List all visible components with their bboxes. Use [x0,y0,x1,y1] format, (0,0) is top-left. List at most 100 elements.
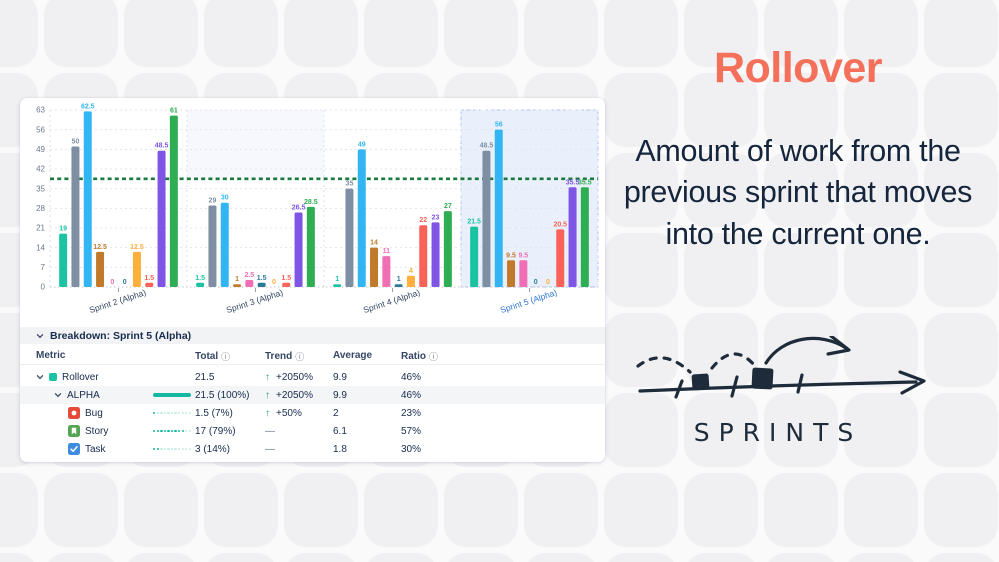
bar[interactable] [443,211,452,287]
bar[interactable] [169,115,178,287]
sketch-label: SPRINTS [694,418,863,447]
bar[interactable] [406,275,415,287]
bar-value-label: 0 [272,279,276,286]
bar[interactable] [220,202,229,287]
bar[interactable] [419,225,428,287]
bar[interactable] [196,282,205,287]
bar[interactable] [482,150,491,287]
background-tile [604,153,678,227]
timeline-arrowhead [898,370,926,395]
x-tick-label[interactable]: Sprint 5 (Alpha) [499,287,558,315]
bar[interactable] [494,129,503,287]
trend-value: +50% [276,407,302,419]
chevron-down-icon[interactable] [36,373,44,381]
info-icon[interactable]: ⓘ [295,353,305,363]
y-tick-label: 28 [36,204,45,213]
breakdown-header[interactable]: Breakdown: Sprint 5 (Alpha) [20,327,605,344]
y-tick-label: 56 [36,125,45,134]
bar-value-label: 22 [419,217,427,224]
bar-value-label: 1.5 [195,275,205,282]
bar[interactable] [294,212,303,287]
bar[interactable] [382,256,391,287]
trend-cell: ↑ +50% [265,404,302,422]
bar[interactable] [306,206,315,287]
bar[interactable] [71,146,80,287]
total-dot-bar [153,440,191,458]
bar[interactable] [431,222,440,287]
ratio-cell: 46% [401,371,422,383]
bar[interactable] [370,247,379,287]
metric-cell: Rollover [36,368,99,386]
bar[interactable] [208,205,217,287]
background-tile [284,553,358,562]
table-row-rollover[interactable]: Rollover 21.5 ↑ +2050% 9.9 46% [20,368,605,386]
background-tile [524,0,598,67]
total-dot-bar [153,404,191,422]
bar[interactable] [357,149,366,287]
background-tile [844,73,918,147]
average-cell: 1.8 [333,443,347,455]
bar[interactable] [470,226,479,287]
metric-label: Rollover [62,371,99,383]
bar[interactable] [282,282,291,287]
bar[interactable] [132,251,141,287]
background-tile [284,473,358,547]
bar[interactable] [333,284,342,287]
bar[interactable] [568,187,577,287]
bar-value-label: 61 [170,108,178,115]
rollover-arrow [764,336,848,365]
table-row-alpha[interactable]: ALPHA 21.5 (100%) ↑ +2050% 9.9 46% [20,386,605,404]
page-title: Rollover [713,44,883,92]
info-icon[interactable]: ⓘ [221,353,231,363]
bar-value-label: 19 [59,226,67,233]
bar[interactable] [233,284,242,287]
bar[interactable] [580,187,589,287]
background-tile [364,553,438,562]
bar-value-label: 29 [209,198,217,205]
dashed-hop-arc [710,352,757,370]
table-row-bug[interactable]: Bug 1.5 (7%) ↑ +50% 2 23% [20,404,605,422]
metric-cell: Story [68,422,108,440]
total-cell: 3 (14%) [195,443,231,455]
timeline-line [638,380,918,393]
bar-value-label: 0 [110,279,114,286]
trend-up-icon: ↑ [265,407,270,419]
table-row-task[interactable]: Task 3 (14%) — 1.8 30% [20,440,605,458]
background-tile [924,553,998,562]
table-row-story[interactable]: Story 17 (79%) — 6.1 57% [20,422,605,440]
background-tile [844,0,918,67]
bar[interactable] [507,260,516,287]
bar[interactable] [145,282,154,287]
average-cell: 2 [333,407,339,419]
sprint-box [751,367,774,390]
x-tick-label[interactable]: Sprint 3 (Alpha) [225,287,284,315]
bar[interactable] [556,229,565,287]
bar[interactable] [257,282,266,287]
chevron-down-icon[interactable] [54,391,62,399]
bar-value-label: 1 [397,276,401,283]
bar[interactable] [245,279,254,287]
background-tile [924,153,998,227]
bar[interactable] [345,188,354,287]
bar[interactable] [59,233,68,287]
bar[interactable] [394,284,403,287]
background-tile [44,553,118,562]
highlight-region [187,110,324,179]
x-tick-label[interactable]: Sprint 2 (Alpha) [88,287,147,315]
bar-value-label: 0 [123,279,127,286]
breakdown-title: Breakdown: Sprint 5 (Alpha) [50,329,192,342]
bar[interactable] [83,111,92,288]
x-tick-label[interactable]: Sprint 4 (Alpha) [362,287,421,315]
bar[interactable] [96,251,105,287]
background-tile [924,233,998,307]
bar[interactable] [519,260,528,287]
bar[interactable] [157,150,166,287]
breakdown-table-body: Rollover 21.5 ↑ +2050% 9.9 46% ALPHA 21.5 (100%… [20,368,605,458]
bar-value-label: 49 [358,141,366,148]
trend-value: — [265,443,275,455]
background-tile [124,553,198,562]
background-tile [844,553,918,562]
info-icon[interactable]: ⓘ [429,353,439,363]
background-tile [844,233,918,307]
